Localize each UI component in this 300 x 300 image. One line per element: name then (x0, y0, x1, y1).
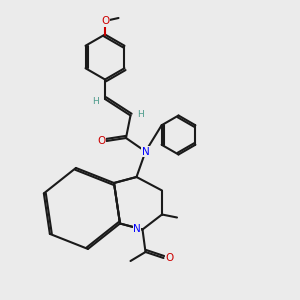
Text: H: H (92, 98, 98, 106)
Text: O: O (101, 16, 109, 26)
Text: N: N (133, 224, 141, 235)
Text: N: N (142, 146, 149, 157)
Text: O: O (97, 136, 105, 146)
Text: H: H (137, 110, 144, 118)
Text: O: O (165, 253, 174, 263)
